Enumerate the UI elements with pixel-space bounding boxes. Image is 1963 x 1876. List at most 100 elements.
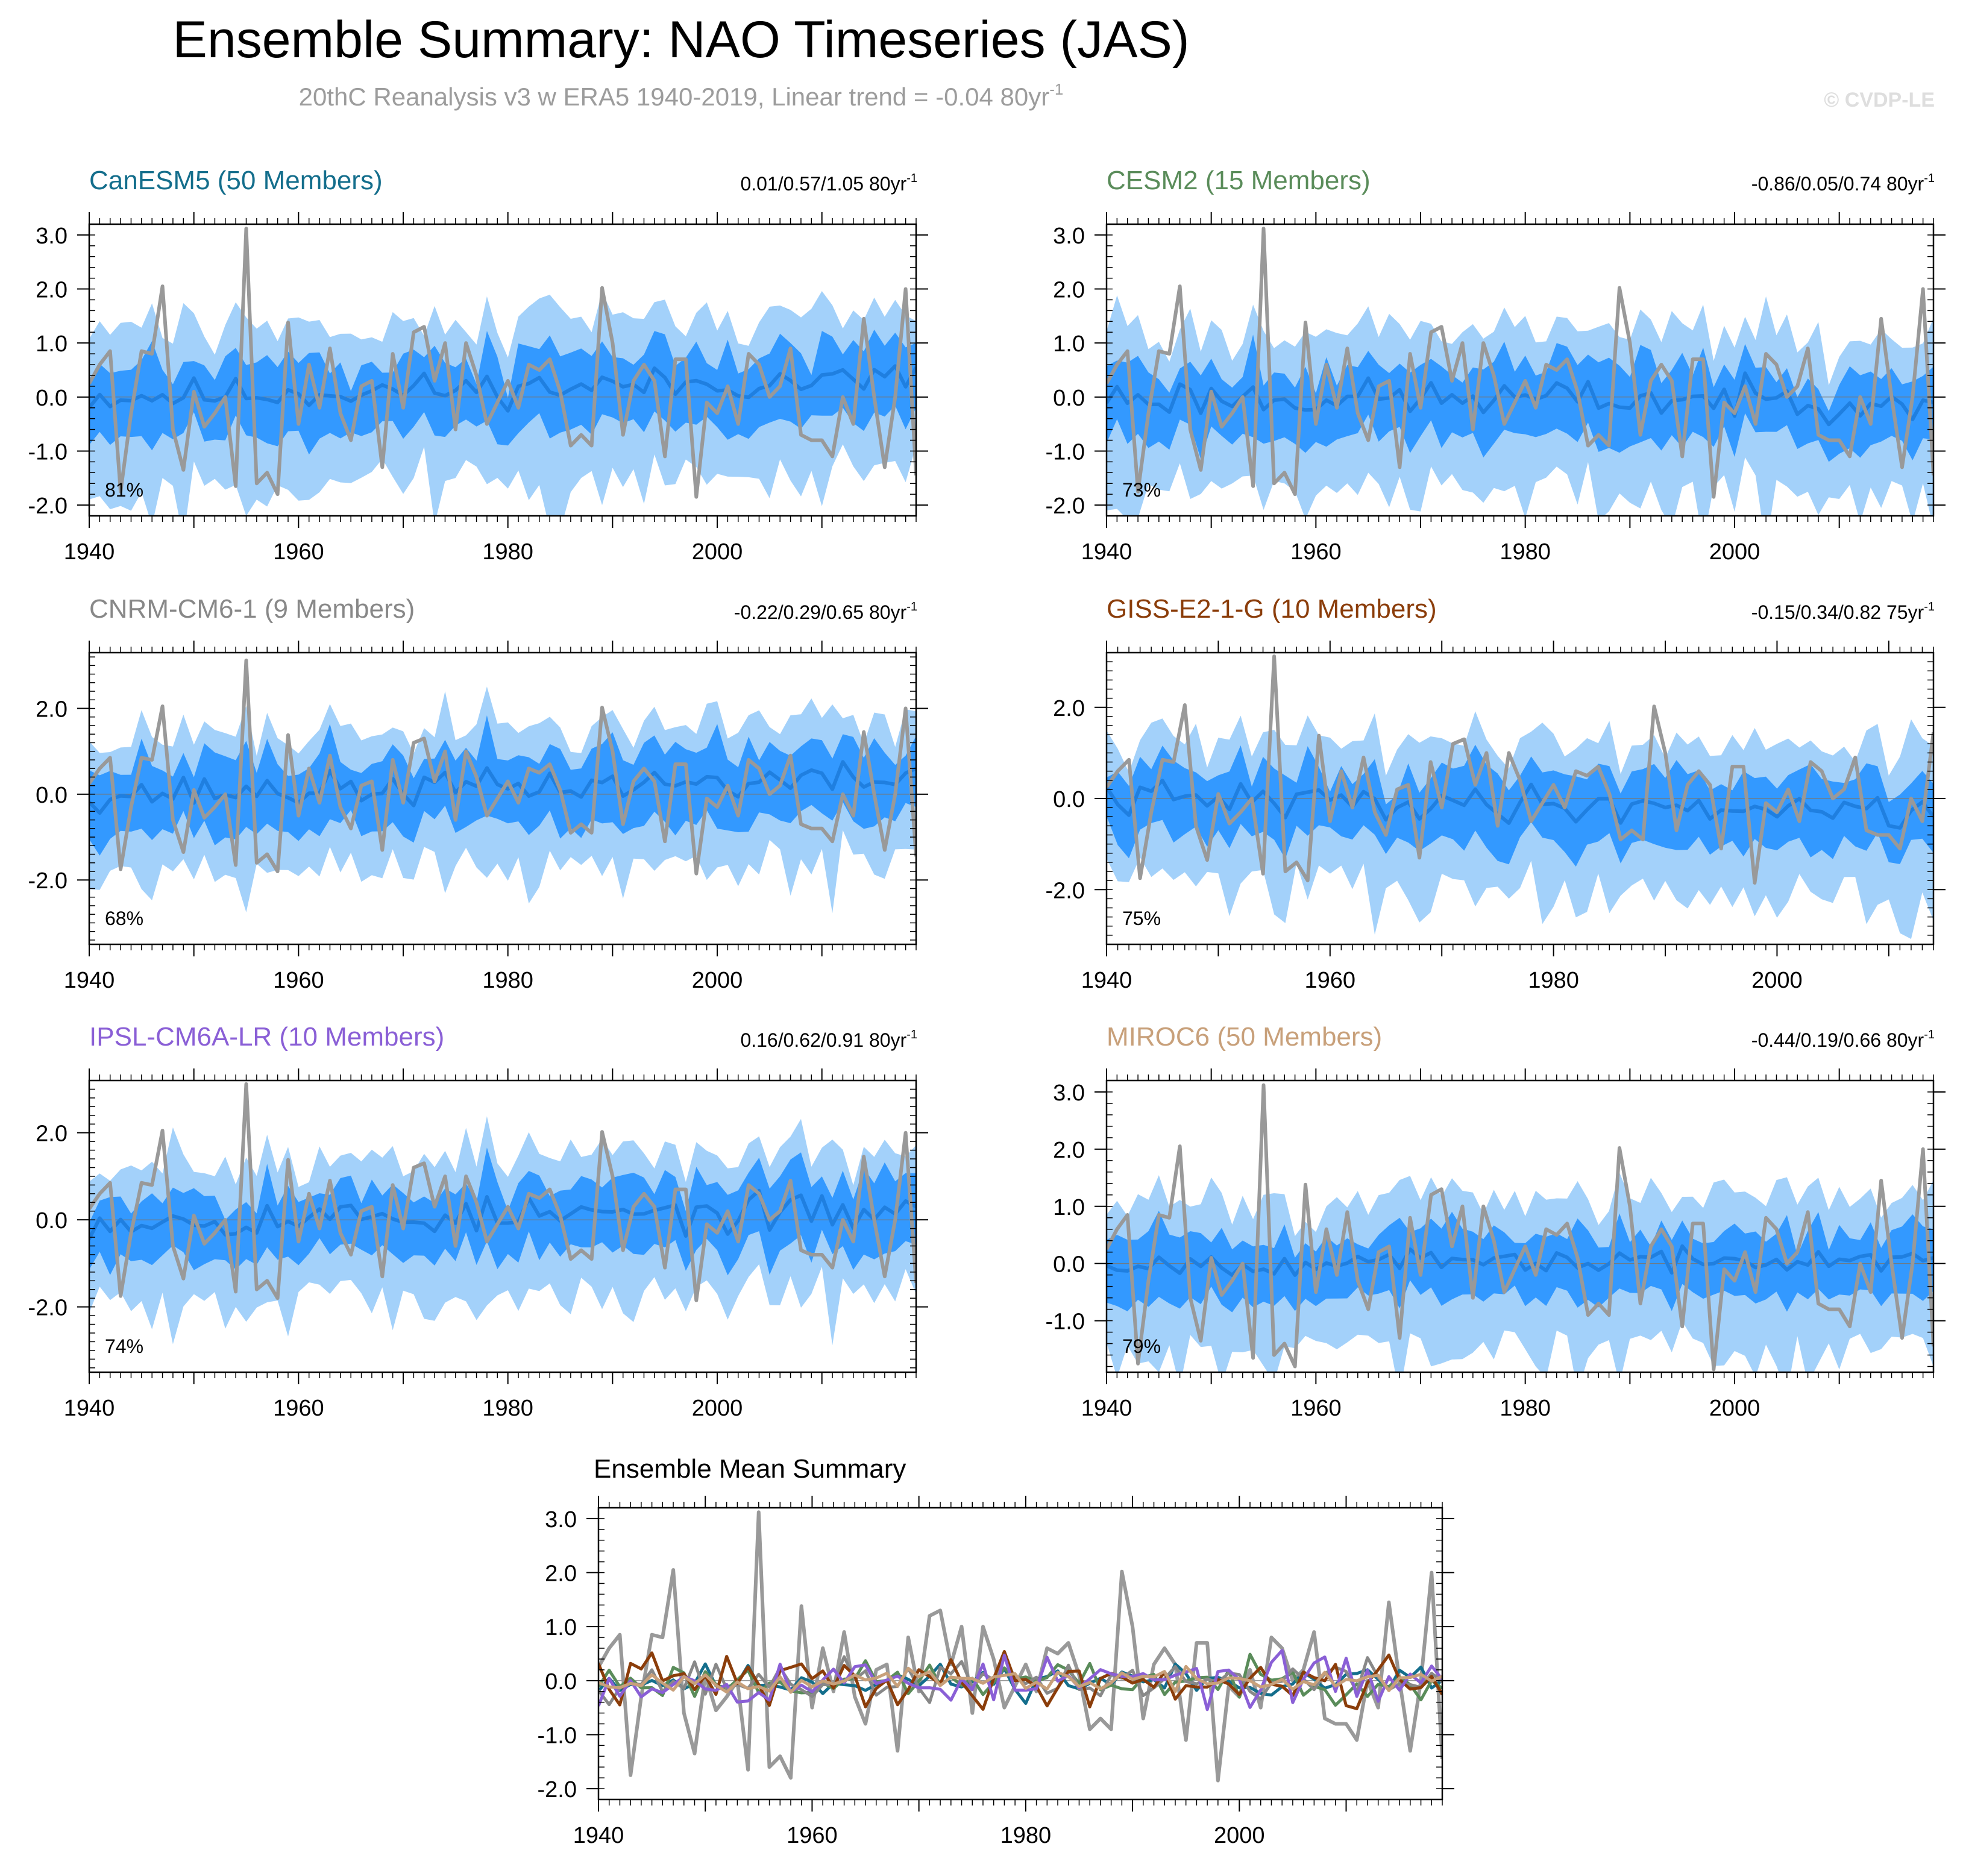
y-tick-label: 2.0 [36, 697, 68, 723]
pct-label: 68% [105, 908, 143, 929]
observed-line [89, 1082, 916, 1302]
x-tick-label: 2000 [692, 1396, 743, 1421]
y-tick-label: -2.0 [538, 1777, 577, 1802]
panel-title: CanESM5 (50 Members) [89, 166, 383, 195]
y-tick-label: 3.0 [1053, 224, 1085, 249]
plot-area [89, 227, 916, 516]
y-tick-label: 1.0 [36, 331, 68, 357]
y-tick-label: 3.0 [36, 224, 68, 249]
x-tick-label: 2000 [692, 539, 743, 565]
x-tick-label: 1940 [64, 539, 115, 565]
panel-title: GISS-E2-1-G (10 Members) [1107, 594, 1437, 624]
panel-title: CNRM-CM6-1 (9 Members) [89, 594, 415, 624]
trend-sup: -1 [1924, 172, 1935, 185]
x-tick-label: 2000 [692, 968, 743, 993]
y-tick-label: -2.0 [28, 868, 68, 894]
panel-title: MIROC6 (50 Members) [1107, 1022, 1382, 1052]
x-tick-label: 1940 [64, 1396, 115, 1421]
x-tick-label: 2000 [1751, 968, 1803, 993]
x-tick-label: 1960 [273, 968, 324, 993]
panel-giss-e2-1-g: -2.0 0.0 2.0 1940 1960 1980 2000 GISS-E2-1-G (1… [1046, 594, 1946, 993]
panel-trend-text: 0.01/0.57/1.05 80yr-1 [740, 172, 917, 195]
x-tick-label: 2000 [1709, 539, 1760, 565]
panel-title: IPSL-CM6A-LR (10 Members) [89, 1022, 444, 1052]
y-tick-label: 0.0 [1053, 1252, 1085, 1278]
y-tick-label: 1.0 [1053, 1195, 1085, 1220]
y-tick-label: 3.0 [1053, 1081, 1085, 1106]
x-tick-label: 2000 [1214, 1823, 1265, 1848]
y-tick-label: -1.0 [538, 1723, 577, 1748]
trend-sup: -1 [1924, 1028, 1935, 1041]
x-tick-label: 2000 [1709, 1396, 1760, 1421]
trend-sup: -1 [1924, 600, 1935, 613]
observed-line [1107, 1083, 1933, 1372]
x-tick-label: 1960 [1305, 968, 1356, 993]
x-tick-label: 1980 [1528, 968, 1579, 993]
figure-subtitle: 20thC Reanalysis v3 w ERA5 1940-2019, Li… [299, 80, 1064, 111]
y-tick-label: 0.0 [1053, 386, 1085, 411]
plot-frame [597, 1507, 1443, 1801]
y-tick-label: 2.0 [36, 278, 68, 303]
trend-value: -0.86/0.05/0.74 80yr [1751, 173, 1924, 195]
y-tick-label: 1.0 [545, 1615, 577, 1640]
panel-canesm5: -2.0 -1.0 0.0 1.0 2.0 3.0 1940 1960 1980 2000 CanE… [28, 166, 928, 565]
y-tick-label: 3.0 [545, 1507, 577, 1532]
y-tick-label: 0.0 [36, 386, 68, 411]
trend-value: 0.01/0.57/1.05 80yr [740, 173, 906, 195]
panel-trend-text: -0.22/0.29/0.65 80yr-1 [734, 600, 917, 623]
pct-label: 73% [1122, 479, 1161, 501]
pct-label: 74% [105, 1335, 143, 1357]
y-tick-label: -1.0 [1046, 439, 1085, 465]
panel-container: -2.0 -1.0 0.0 1.0 2.0 3.0 1940 1960 1980 2000 CanE… [28, 166, 1946, 1848]
panel-cnrm-cm6-1: -2.0 0.0 2.0 1940 1960 1980 2000 CNRM-CM6-1 (9 … [28, 594, 928, 993]
y-tick-label: -2.0 [28, 494, 68, 519]
pct-label: 81% [105, 479, 143, 501]
y-tick-label: 0.0 [36, 1208, 68, 1234]
trend-value: -0.44/0.19/0.66 80yr [1751, 1029, 1924, 1051]
y-tick-label: -2.0 [1046, 878, 1085, 903]
y-tick-label: -2.0 [1046, 494, 1085, 519]
trend-value: -0.22/0.29/0.65 80yr [734, 601, 907, 623]
y-tick-label: 2.0 [36, 1122, 68, 1147]
trend-value: 0.16/0.62/0.91 80yr [740, 1029, 906, 1051]
ensemble-25-75-band [1107, 334, 1933, 462]
trend-sup: -1 [906, 600, 917, 613]
cvdp-le-watermark: © CVDP-LE [1824, 89, 1935, 111]
x-tick-label: 1980 [1000, 1823, 1052, 1848]
x-tick-label: 1940 [1081, 1396, 1132, 1421]
figure-subtitle-sup: -1 [1049, 80, 1063, 98]
panel-miroc6: -1.0 0.0 1.0 2.0 3.0 1940 1960 1980 2000 MIROC6 (… [1046, 1022, 1946, 1421]
y-tick-label: 0.0 [1053, 787, 1085, 812]
x-tick-label: 1960 [1290, 539, 1342, 565]
plot-area [598, 1510, 1442, 1783]
x-tick-label: 1980 [482, 1396, 533, 1421]
plot-frame [88, 223, 917, 517]
observed-line [1107, 654, 1933, 885]
ensemble-mean-line [1107, 371, 1933, 427]
plot-frame [88, 651, 917, 946]
observed-line [1107, 227, 1933, 499]
trend-sup: -1 [906, 1028, 917, 1041]
plot-frame [88, 1079, 917, 1373]
ensemble-mean-line [89, 364, 916, 413]
x-tick-label: 1940 [573, 1823, 624, 1848]
x-tick-label: 1940 [64, 968, 115, 993]
panel-cesm2: -2.0 -1.0 0.0 1.0 2.0 3.0 1940 1960 1980 2000 CESM… [1046, 166, 1946, 565]
x-tick-label: 1940 [1081, 968, 1132, 993]
panel-title: Ensemble Mean Summary [594, 1454, 906, 1484]
plot-area [89, 1082, 916, 1346]
plot-area [1107, 227, 1933, 516]
y-tick-label: -2.0 [28, 1296, 68, 1321]
x-tick-label: 1980 [1500, 539, 1551, 565]
x-tick-label: 1960 [273, 539, 324, 565]
y-tick-label: 0.0 [545, 1669, 577, 1695]
y-tick-label: 0.0 [36, 783, 68, 808]
pct-label: 79% [1122, 1335, 1161, 1357]
plot-area [1107, 654, 1933, 940]
observed-line [89, 227, 916, 499]
figure-subtitle-main: 20thC Reanalysis v3 w ERA5 1940-2019, Li… [299, 83, 1050, 111]
x-tick-label: 1960 [787, 1823, 838, 1848]
figure-title: Ensemble Summary: NAO Timeseries (JAS) [173, 11, 1190, 69]
x-tick-label: 1980 [482, 539, 533, 565]
plot-area [89, 658, 916, 914]
